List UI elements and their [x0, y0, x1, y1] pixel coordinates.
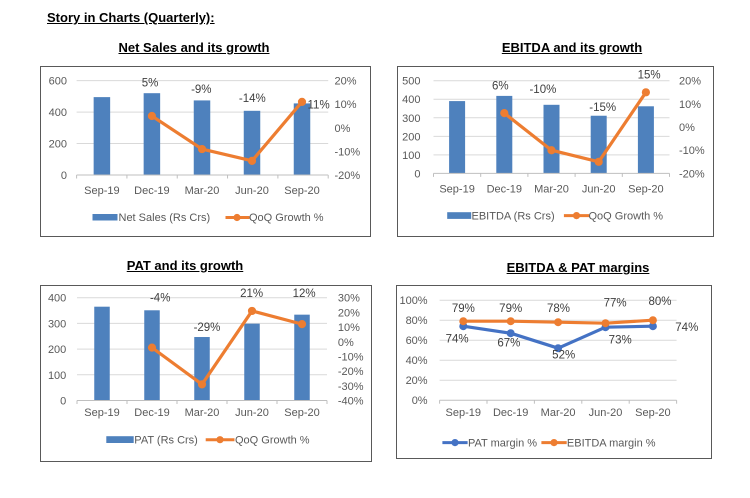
svg-text:79%: 79%: [452, 303, 475, 315]
svg-text:-4%: -4%: [149, 293, 169, 305]
svg-text:20%: 20%: [337, 307, 359, 319]
svg-text:Dec-19: Dec-19: [134, 407, 169, 419]
svg-text:60%: 60%: [406, 335, 428, 347]
svg-text:73%: 73%: [609, 334, 632, 346]
svg-text:100%: 100%: [399, 295, 427, 307]
svg-text:6%: 6%: [491, 81, 508, 93]
svg-text:20%: 20%: [406, 375, 428, 387]
svg-text:EBITDA margin %: EBITDA margin %: [567, 437, 656, 449]
svg-text:67%: 67%: [497, 337, 520, 349]
svg-text:-40%: -40%: [337, 395, 363, 407]
svg-text:PAT (Rs Crs): PAT (Rs Crs): [134, 434, 198, 446]
svg-text:QoQ Growth %: QoQ Growth %: [235, 434, 310, 446]
svg-text:15%: 15%: [637, 70, 660, 82]
svg-text:Sep-20: Sep-20: [628, 184, 663, 196]
svg-text:0: 0: [60, 395, 66, 407]
svg-text:-14%: -14%: [238, 93, 265, 105]
svg-text:74%: 74%: [446, 333, 469, 345]
svg-text:Sep-20: Sep-20: [635, 406, 670, 418]
svg-text:Mar-20: Mar-20: [534, 184, 569, 196]
svg-text:11%: 11%: [307, 99, 329, 111]
svg-text:0%: 0%: [337, 337, 353, 349]
svg-text:QoQ Growth %: QoQ Growth %: [588, 210, 663, 222]
svg-text:10%: 10%: [337, 322, 359, 334]
svg-text:Sep-19: Sep-19: [84, 407, 119, 419]
svg-text:Mar-20: Mar-20: [184, 407, 219, 419]
svg-text:78%: 78%: [547, 303, 570, 315]
svg-text:79%: 79%: [499, 303, 522, 315]
svg-text:30%: 30%: [337, 293, 359, 305]
svg-text:200: 200: [402, 131, 420, 143]
svg-text:200: 200: [48, 138, 66, 150]
svg-text:Dec-19: Dec-19: [134, 185, 169, 197]
svg-text:74%: 74%: [675, 321, 698, 333]
svg-text:0: 0: [60, 170, 66, 182]
svg-text:0%: 0%: [412, 395, 428, 407]
svg-text:21%: 21%: [240, 288, 263, 300]
svg-text:Sep-19: Sep-19: [439, 184, 474, 196]
svg-text:Sep-19: Sep-19: [84, 185, 119, 197]
svg-text:100: 100: [47, 370, 65, 382]
svg-text:10%: 10%: [334, 99, 356, 111]
svg-text:-30%: -30%: [337, 381, 363, 393]
svg-text:300: 300: [402, 113, 420, 125]
svg-text:Sep-19: Sep-19: [446, 406, 481, 418]
svg-text:Jun-20: Jun-20: [235, 407, 269, 419]
svg-text:500: 500: [402, 76, 420, 88]
svg-text:Sep-20: Sep-20: [284, 407, 319, 419]
svg-text:-10%: -10%: [679, 145, 705, 157]
svg-text:Dec-19: Dec-19: [493, 406, 528, 418]
svg-text:Sep-20: Sep-20: [284, 185, 319, 197]
svg-text:-20%: -20%: [334, 170, 360, 182]
svg-text:400: 400: [402, 94, 420, 106]
svg-text:Dec-19: Dec-19: [486, 184, 521, 196]
svg-text:77%: 77%: [604, 297, 627, 309]
svg-text:-10%: -10%: [337, 351, 363, 363]
svg-text:-10%: -10%: [334, 146, 360, 158]
svg-text:52%: 52%: [552, 349, 575, 361]
svg-text:0%: 0%: [334, 123, 350, 135]
svg-text:400: 400: [47, 293, 65, 305]
svg-text:PAT margin %: PAT margin %: [468, 437, 537, 449]
svg-text:-15%: -15%: [589, 102, 616, 114]
svg-text:0%: 0%: [679, 122, 695, 134]
svg-text:10%: 10%: [679, 99, 701, 111]
svg-text:100: 100: [402, 150, 420, 162]
svg-text:400: 400: [48, 107, 66, 119]
svg-text:80%: 80%: [648, 296, 671, 308]
svg-text:12%: 12%: [292, 288, 315, 300]
svg-text:-10%: -10%: [529, 84, 556, 96]
svg-text:-29%: -29%: [193, 322, 220, 334]
svg-text:QoQ Growth %: QoQ Growth %: [249, 212, 324, 224]
svg-text:20%: 20%: [679, 76, 701, 88]
svg-text:-9%: -9%: [191, 84, 211, 96]
svg-text:Mar-20: Mar-20: [541, 406, 576, 418]
svg-text:EBITDA (Rs Crs): EBITDA (Rs Crs): [471, 210, 554, 222]
svg-text:Mar-20: Mar-20: [184, 185, 219, 197]
svg-text:200: 200: [47, 344, 65, 356]
svg-text:-20%: -20%: [337, 366, 363, 378]
svg-text:80%: 80%: [406, 315, 428, 327]
svg-text:5%: 5%: [141, 78, 158, 90]
svg-text:40%: 40%: [406, 355, 428, 367]
svg-text:20%: 20%: [334, 76, 356, 88]
svg-text:Net Sales (Rs Crs): Net Sales (Rs Crs): [118, 212, 210, 224]
svg-text:Jun-20: Jun-20: [589, 406, 623, 418]
svg-text:600: 600: [48, 76, 66, 88]
svg-text:300: 300: [47, 318, 65, 330]
svg-text:Jun-20: Jun-20: [235, 185, 269, 197]
svg-text:-20%: -20%: [679, 168, 705, 180]
svg-text:Jun-20: Jun-20: [581, 184, 615, 196]
svg-text:0: 0: [414, 168, 420, 180]
